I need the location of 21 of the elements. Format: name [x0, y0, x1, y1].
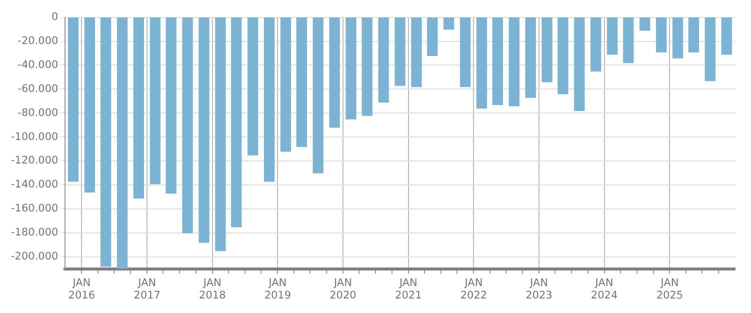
x-tick-label: JAN 2017 [134, 276, 160, 302]
y-tick-label: -100.000 [10, 130, 58, 143]
y-tick-label: -140.000 [10, 178, 58, 191]
y-tick-label: -160.000 [10, 202, 58, 215]
y-tick-label: -80.000 [18, 106, 58, 119]
x-tick-label: JAN 2021 [395, 276, 422, 302]
x-tick-label: JAN 2019 [264, 276, 292, 302]
x-tick-label: JAN 2020 [330, 276, 356, 302]
x-tick-label: JAN 2022 [460, 276, 488, 302]
x-tick-label: JAN 2016 [68, 276, 96, 302]
x-tick-label: JAN 2024 [590, 276, 618, 302]
y-tick-label: -120.000 [10, 154, 58, 167]
y-tick-label: -200.000 [10, 250, 58, 263]
y-tick-label: -40.000 [18, 58, 58, 71]
y-tick-label: -60.000 [18, 82, 58, 95]
x-tick-label: JAN 2025 [656, 276, 684, 302]
x-tick-label: JAN 2018 [199, 276, 226, 302]
y-tick-label: -180.000 [10, 226, 58, 239]
y-tick-label: -20.000 [18, 34, 58, 47]
x-tick-label: JAN 2023 [526, 276, 552, 302]
y-tick-label: 0 [52, 11, 58, 24]
